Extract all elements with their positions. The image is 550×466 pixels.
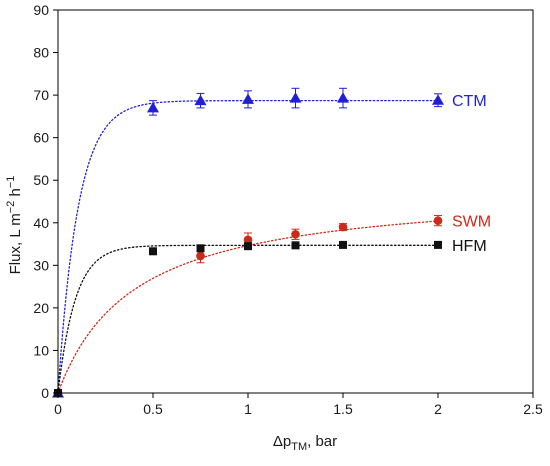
y-tick-label: 80 xyxy=(33,45,49,61)
ctm-series-label: CTM xyxy=(452,93,487,110)
y-tick-label: 10 xyxy=(33,342,49,358)
x-axis-title: ΔpTM, bar xyxy=(273,433,337,453)
y-axis-title: Flux, L m−2 h−1 xyxy=(5,176,24,275)
x-tick-label: 2 xyxy=(434,401,442,417)
swm-data-point xyxy=(338,222,348,232)
y-tick-label: 40 xyxy=(33,215,49,231)
y-tick-label: 0 xyxy=(41,385,49,401)
tick-labels-layer: 0 0.5 1 1.5 2 2.5 0 10 20 30 40 50 60 70 80 90 xyxy=(33,2,543,417)
y-tick-label: 90 xyxy=(33,2,49,18)
series-labels-layer: CTM SWM HFM xyxy=(452,93,491,255)
ctm-data-point xyxy=(147,101,159,113)
ctm-data-point xyxy=(289,92,302,103)
hfm-data-point xyxy=(291,241,300,250)
ctm-data-point xyxy=(242,93,254,104)
swm-data-point xyxy=(196,251,205,261)
swm-series-label: SWM xyxy=(452,214,491,231)
y-axis-title-sup2: −1 xyxy=(5,176,17,189)
plot-frame xyxy=(57,9,534,394)
ctm-data-point xyxy=(337,92,349,103)
swm-data-point xyxy=(243,235,253,245)
ctm-data-point xyxy=(432,94,444,105)
x-tick-label: 2.5 xyxy=(523,401,543,417)
y-axis-title-sup1: −2 xyxy=(5,201,17,214)
hfm-data-point xyxy=(149,247,157,256)
y-tick-label: 50 xyxy=(33,172,49,188)
hfm-data-point xyxy=(434,240,442,249)
hfm-data-point xyxy=(196,244,205,253)
x-tick-label: 1 xyxy=(244,401,252,417)
y-axis-title-mid: h xyxy=(7,188,24,201)
swm-fit-curve xyxy=(57,220,439,394)
hfm-data-point xyxy=(244,242,252,251)
swm-data-point xyxy=(291,229,300,239)
y-tick-label: 20 xyxy=(33,300,49,316)
markers-layer xyxy=(52,92,444,398)
hfm-series-label: HFM xyxy=(452,238,487,255)
ctm-data-point xyxy=(194,94,207,106)
ticks-layer xyxy=(53,9,534,398)
x-axis-title-main: Δp xyxy=(273,433,291,450)
y-tick-label: 70 xyxy=(33,87,49,103)
hfm-fit-curve xyxy=(57,244,439,394)
x-tick-label: 0.5 xyxy=(143,401,163,417)
x-axis-title-subscript: TM xyxy=(291,441,307,453)
hfm-data-point xyxy=(339,240,347,249)
x-tick-label: 0 xyxy=(54,401,62,417)
x-tick-label: 1.5 xyxy=(333,401,353,417)
swm-data-point xyxy=(433,216,443,225)
y-axis-title-pre: Flux, L m xyxy=(7,213,24,274)
y-tick-label: 60 xyxy=(33,130,49,146)
x-axis-title-rest: , bar xyxy=(307,433,337,450)
y-tick-label: 30 xyxy=(33,257,49,273)
